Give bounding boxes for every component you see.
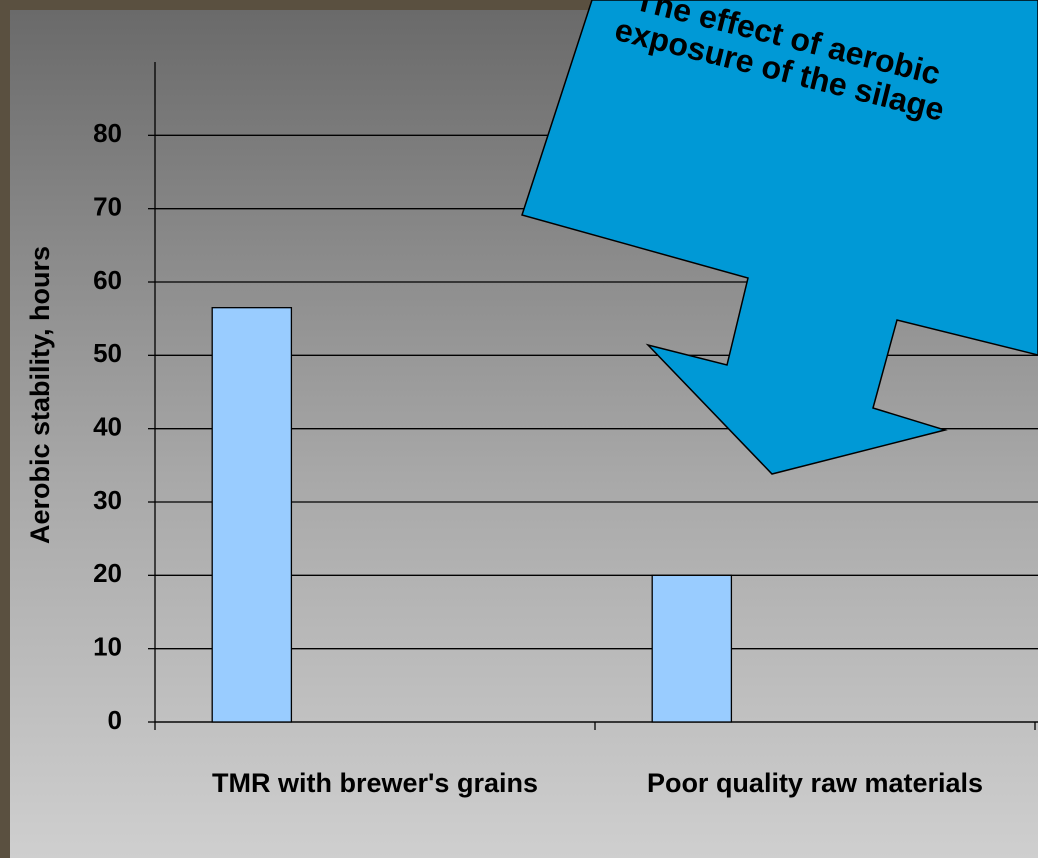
x-tick-label: Poor quality raw materials <box>646 768 984 798</box>
y-tick-label: 20 <box>93 558 122 588</box>
y-tick-label: 70 <box>93 192 122 222</box>
y-tick-label: 30 <box>93 485 122 515</box>
callout-arrow <box>521 0 1038 475</box>
y-tick-label: 40 <box>93 412 122 442</box>
bar <box>651 574 733 723</box>
y-tick-label: 10 <box>93 632 122 662</box>
y-tick-label: 0 <box>108 705 122 735</box>
y-tick-label: 60 <box>93 265 122 295</box>
plot-area: 0 10 20 30 40 50 60 70 80 <box>93 62 1038 735</box>
bar <box>211 307 293 723</box>
x-tick-label: TMR with brewer's grains <box>212 768 538 798</box>
y-tick-label: 50 <box>93 338 122 368</box>
y-tick-label: 80 <box>93 118 122 148</box>
y-axis-label: Aerobic stability, hours <box>25 246 55 544</box>
